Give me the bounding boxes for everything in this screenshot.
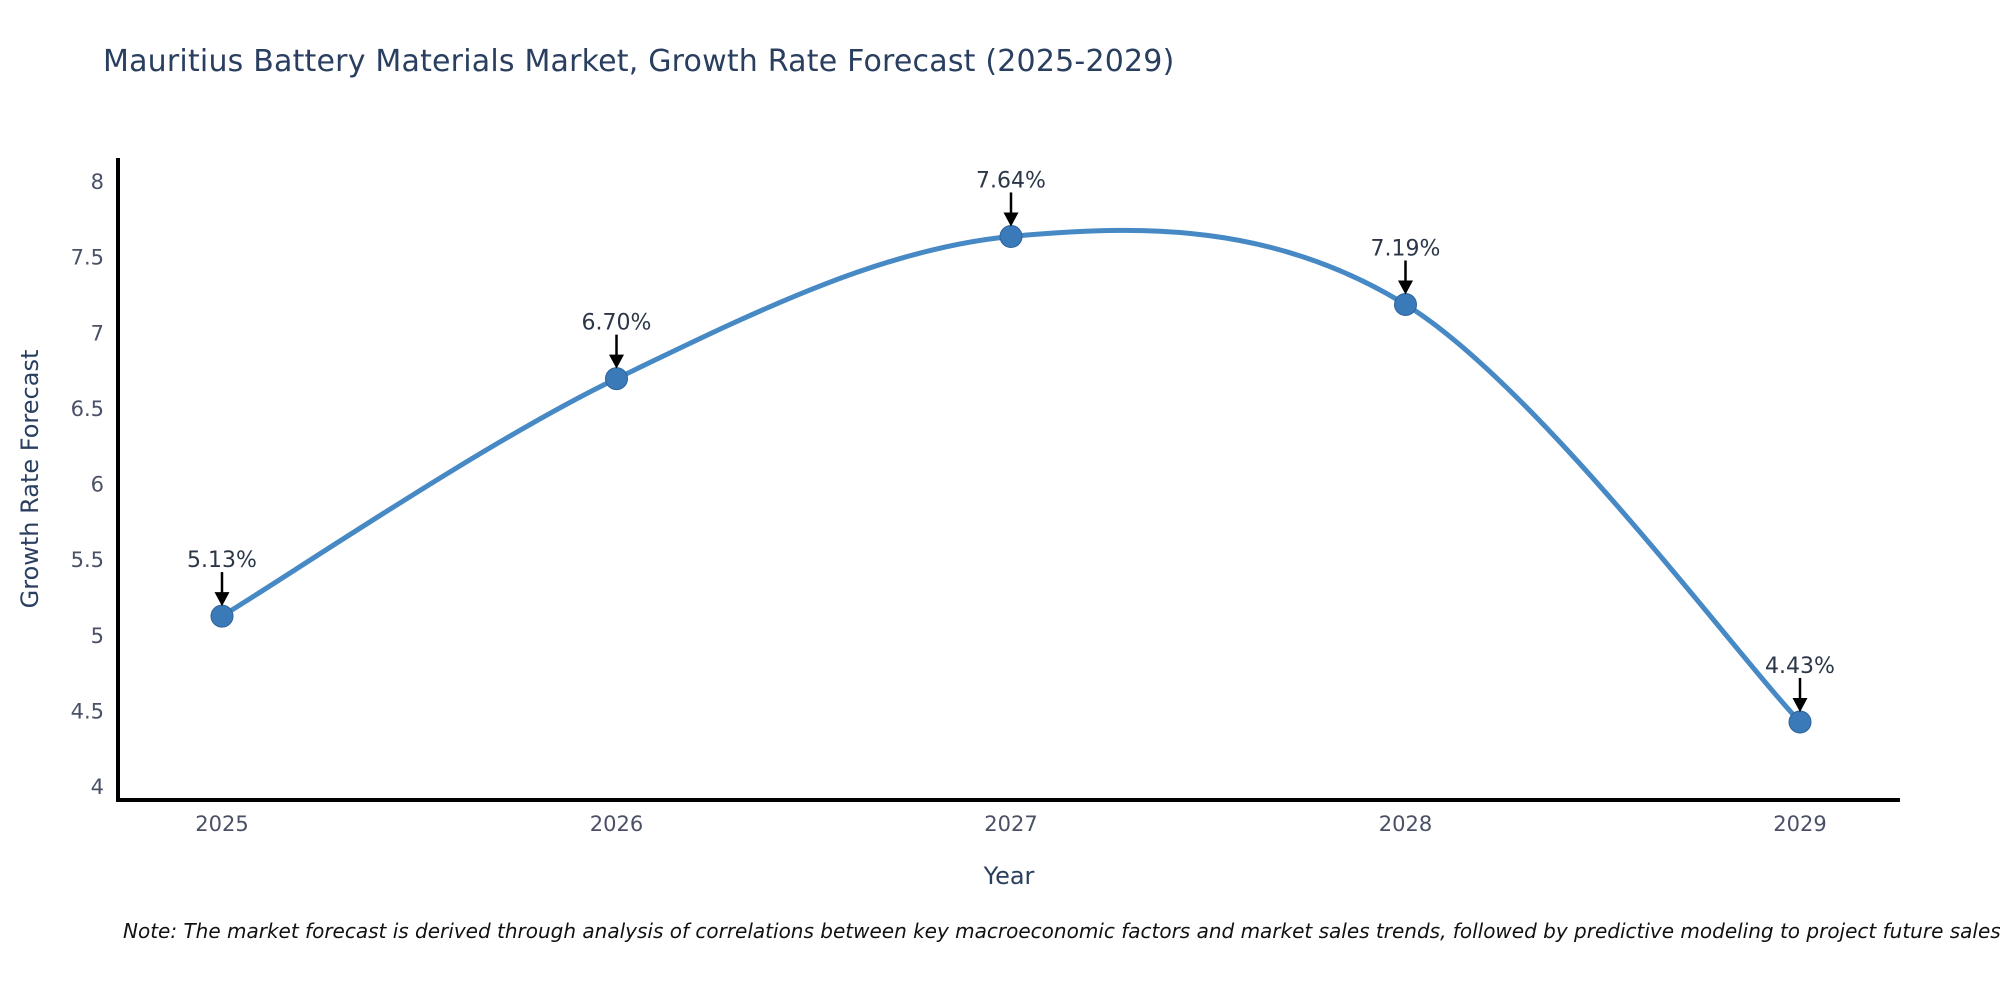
- data-point-marker[interactable]: [999, 224, 1023, 248]
- x-tick-label: 2027: [984, 812, 1037, 836]
- y-tick-label: 5: [91, 624, 104, 648]
- annotation-arrowhead: [609, 354, 624, 369]
- annotation-arrowhead: [1792, 697, 1808, 712]
- annotation-arrowhead: [1398, 280, 1413, 295]
- axis-lines: [116, 158, 1900, 802]
- x-tick-label: 2026: [590, 812, 643, 836]
- y-tick-label: 6: [91, 473, 104, 497]
- data-point-marker[interactable]: [210, 604, 234, 628]
- x-axis-title: Year: [983, 862, 1035, 890]
- annotation-label: 7.64%: [976, 168, 1046, 193]
- annotation-arrowhead: [1003, 212, 1019, 227]
- y-tick-label: 5.5: [71, 548, 104, 572]
- data-point-marker[interactable]: [1788, 710, 1812, 734]
- data-point-marker[interactable]: [1394, 293, 1417, 317]
- y-axis-title: Growth Rate Forecast: [16, 349, 44, 609]
- annotation-label: 6.70%: [582, 311, 652, 336]
- footnote: Note: The market forecast is derived thr…: [123, 919, 2000, 943]
- y-tick-label: 8: [91, 170, 104, 194]
- y-tick-label: 4.5: [71, 699, 104, 723]
- y-tick-label: 7: [91, 321, 104, 345]
- line-series: [219, 227, 1803, 725]
- chart-title: Mauritius Battery Materials Market, Grow…: [103, 44, 1175, 79]
- annotation-label: 4.43%: [1765, 654, 1835, 679]
- y-tick-label: 7.5: [71, 246, 104, 270]
- annotation-arrowhead: [214, 592, 230, 607]
- y-tick-label: 6.5: [71, 397, 104, 421]
- x-tick-label: 2029: [1773, 812, 1826, 836]
- x-tick-label: 2025: [195, 812, 248, 836]
- annotation-label: 7.19%: [1371, 237, 1441, 262]
- x-tick-label: 2028: [1379, 812, 1432, 836]
- data-point-marker[interactable]: [605, 367, 628, 391]
- y-tick-label: 4: [91, 775, 104, 799]
- annotation-label: 5.13%: [187, 548, 257, 573]
